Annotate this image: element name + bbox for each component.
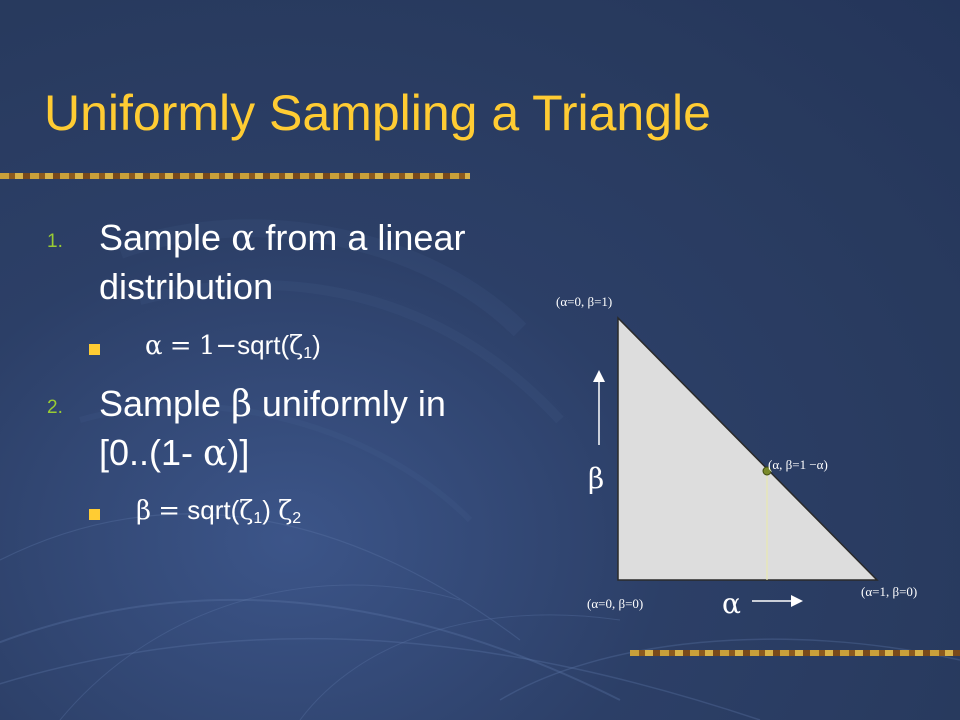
beta-axis-label: β [588, 462, 605, 495]
sampling-triangle [617, 316, 879, 581]
step-1-text-suffix: from a linear [255, 217, 466, 258]
step-2-range-prefix: [0..(1- [99, 432, 204, 473]
step-1-line-2: distribution [99, 266, 274, 307]
label-origin-vertex: (α=0, β=0) [587, 596, 644, 611]
alpha-axis-label: α [722, 587, 741, 620]
step-1-text-prefix: Sample [99, 217, 232, 258]
formula-close-paren: ) [312, 330, 321, 360]
alpha-formula: α = 1−sqrt(ζ1) [145, 330, 321, 363]
footer-divider [630, 650, 960, 656]
step-2-number: 2. [47, 397, 63, 418]
formula-sqrt: sqrt( [237, 330, 290, 360]
formula-zeta-1: ζ [239, 496, 254, 526]
formula-equals: = [169, 331, 192, 361]
formula-zeta: ζ [289, 331, 304, 361]
step-1-line-1: Sample α from a linear [99, 217, 465, 259]
formula-alpha: α [145, 331, 163, 361]
formula-one: 1 [198, 331, 216, 361]
formula-minus: − [215, 331, 238, 361]
label-top-vertex: (α=0, β=1) [556, 294, 613, 309]
step-2-text-prefix: Sample [99, 383, 232, 424]
beta-formula: β = sqrt(ζ1) ζ2 [136, 495, 301, 528]
bullet-marker [89, 344, 100, 355]
label-right-vertex: (α=1, β=0) [861, 584, 918, 599]
formula-sqrt: sqrt( [187, 495, 240, 525]
step-2-text-suffix: uniformly in [251, 383, 446, 424]
title-divider [0, 173, 470, 179]
step-2-line-1: Sample β uniformly in [99, 383, 446, 425]
formula-subscript-2: 2 [292, 510, 302, 527]
alpha-symbol: α [203, 433, 228, 474]
label-sample-point: (α, β=1 −α) [768, 457, 828, 472]
step-2-line-2: [0..(1- α)] [99, 432, 249, 474]
formula-equals: = [158, 496, 181, 526]
formula-close-paren: ) [262, 495, 271, 525]
formula-zeta-2: ζ [278, 496, 293, 526]
formula-subscript-1: 1 [253, 510, 263, 527]
step-1-number: 1. [47, 231, 63, 252]
step-2-range-suffix: )] [227, 432, 250, 473]
bullet-marker [89, 509, 100, 520]
sample-point [762, 466, 772, 476]
alpha-symbol: α [231, 218, 256, 259]
slide-title: Uniformly Sampling a Triangle [44, 85, 711, 141]
formula-beta: β [136, 496, 152, 526]
beta-symbol: β [231, 384, 252, 425]
formula-subscript: 1 [303, 345, 313, 362]
